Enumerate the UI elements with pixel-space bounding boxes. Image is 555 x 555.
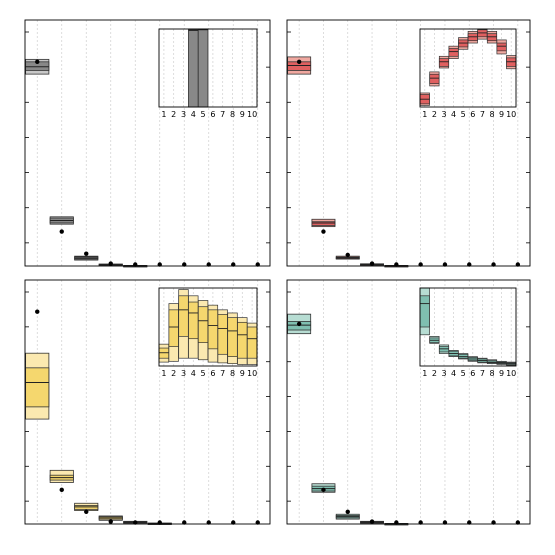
- inset-box-inner: [178, 295, 189, 337]
- inset-x-tick-label: 9: [499, 110, 504, 119]
- data-point: [296, 59, 302, 65]
- inset-box-inner: [419, 295, 430, 328]
- inset-x-tick-label: 3: [181, 110, 186, 119]
- inset-box-inner: [438, 58, 450, 67]
- inset-x-tick-label: 1: [422, 110, 427, 119]
- inset-x-tick-label: 8: [230, 369, 235, 378]
- inset-x-tick-label: 5: [201, 369, 206, 378]
- inset-box-inner: [448, 48, 459, 57]
- inset-x-tick-label: 6: [470, 369, 475, 378]
- inset-box-inner: [168, 309, 179, 347]
- inset-box-inner: [207, 309, 219, 350]
- chart-panel-bottom-right: 1 2 3 4 5 6 7 8 9 10: [286, 279, 531, 526]
- chart-panel-bottom-left: 1 2 3 4 5 6 7 8 9 10: [24, 279, 271, 525]
- inset-x-tick-label: 6: [210, 110, 215, 119]
- inset-x-tick-label: 9: [240, 369, 245, 378]
- inset-x-tick-label: 7: [220, 110, 225, 119]
- data-point: [296, 321, 302, 327]
- inset-frame: [419, 287, 517, 367]
- inset-bottom-right: 1 2 3 4 5 6 7 8 9 10: [419, 287, 517, 378]
- inset-x-tick-label: 2: [171, 369, 176, 378]
- inset-x-tick-label: 5: [201, 110, 206, 119]
- inset-box-inner: [197, 306, 209, 343]
- inset-frame: [158, 287, 258, 367]
- inset-box-inner: [188, 29, 199, 108]
- axes-frame: [24, 279, 271, 525]
- inset-top-left: 1 2 3 4 5 6 7 8 9 10: [158, 28, 258, 119]
- data-point: [108, 519, 113, 524]
- inset-background: [420, 288, 516, 366]
- inset-box-inner: [188, 301, 199, 340]
- axes-frame: [286, 19, 531, 267]
- data-point: [321, 487, 326, 493]
- inset-x-tick-label: 2: [171, 110, 176, 119]
- data-point: [345, 252, 350, 258]
- inset-x-tick-label: 10: [247, 369, 257, 378]
- inset-bottom-left: 1 2 3 4 5 6 7 8 9 10: [158, 287, 258, 378]
- data-point: [84, 251, 89, 256]
- inset-x-tick-label: 7: [480, 369, 485, 378]
- inset-x-tick-label: 2: [432, 369, 437, 378]
- inset-x-tick-label: 1: [161, 110, 166, 119]
- inset-x-tick-label: 8: [489, 369, 494, 378]
- inset-box-inner: [429, 73, 440, 84]
- axes-frame: [24, 19, 271, 267]
- chart-panel-top-left: 1 2 3 4 5 6 7 8 9 10: [24, 19, 271, 268]
- inset-x-tick-label: 5: [461, 369, 466, 378]
- inset-x-tick-label: 5: [461, 110, 466, 119]
- inset-x-tick-label: 10: [506, 369, 516, 378]
- inset-x-tick-label: 10: [506, 110, 516, 119]
- axes-frame: [286, 279, 531, 525]
- inset-top-right: 1 2 3 4 5 6 7 8 9 10: [419, 28, 517, 119]
- inset-x-tick-label: 9: [240, 110, 245, 119]
- inset-x-tick-label: 4: [451, 110, 456, 119]
- inset-x-tick-label: 7: [480, 110, 485, 119]
- data-point: [35, 59, 40, 65]
- inset-box-inner: [197, 28, 209, 108]
- inset-box-inner: [246, 326, 258, 359]
- chart-panel-top-right: 1 2 3 4 5 6 7 8 9 10: [286, 19, 531, 268]
- inset-x-tick-label: 4: [451, 369, 456, 378]
- inset-box-inner: [496, 42, 507, 52]
- inset-x-tick-label: 8: [489, 110, 494, 119]
- inset-x-tick-label: 3: [441, 369, 446, 378]
- data-point: [59, 487, 64, 493]
- data-point: [369, 261, 375, 266]
- data-point: [321, 229, 326, 234]
- data-point: [35, 309, 40, 314]
- inset-x-tick-label: 2: [432, 110, 437, 119]
- data-point: [369, 519, 375, 524]
- inset-x-tick-label: 9: [499, 369, 504, 378]
- data-point: [345, 509, 350, 514]
- data-point: [84, 509, 89, 514]
- data-point: [108, 261, 113, 266]
- inset-x-tick-label: 1: [161, 369, 166, 378]
- box-inner: [25, 367, 50, 408]
- inset-frame: [158, 28, 258, 108]
- inset-x-tick-label: 6: [210, 369, 215, 378]
- inset-box-inner: [237, 321, 248, 359]
- inset-x-tick-label: 10: [247, 110, 257, 119]
- data-point: [59, 229, 64, 234]
- inset-x-tick-label: 8: [230, 110, 235, 119]
- inset-x-tick-label: 4: [191, 110, 196, 119]
- inset-x-tick-label: 7: [220, 369, 225, 378]
- box-inner: [311, 221, 336, 226]
- inset-x-tick-label: 3: [181, 369, 186, 378]
- inset-x-tick-label: 3: [441, 110, 446, 119]
- inset-box-inner: [217, 314, 228, 355]
- inset-frame: [419, 28, 517, 108]
- inset-box-inner: [227, 317, 238, 357]
- inset-x-tick-label: 4: [191, 369, 196, 378]
- inset-x-tick-label: 6: [470, 110, 475, 119]
- inset-x-tick-label: 1: [422, 369, 427, 378]
